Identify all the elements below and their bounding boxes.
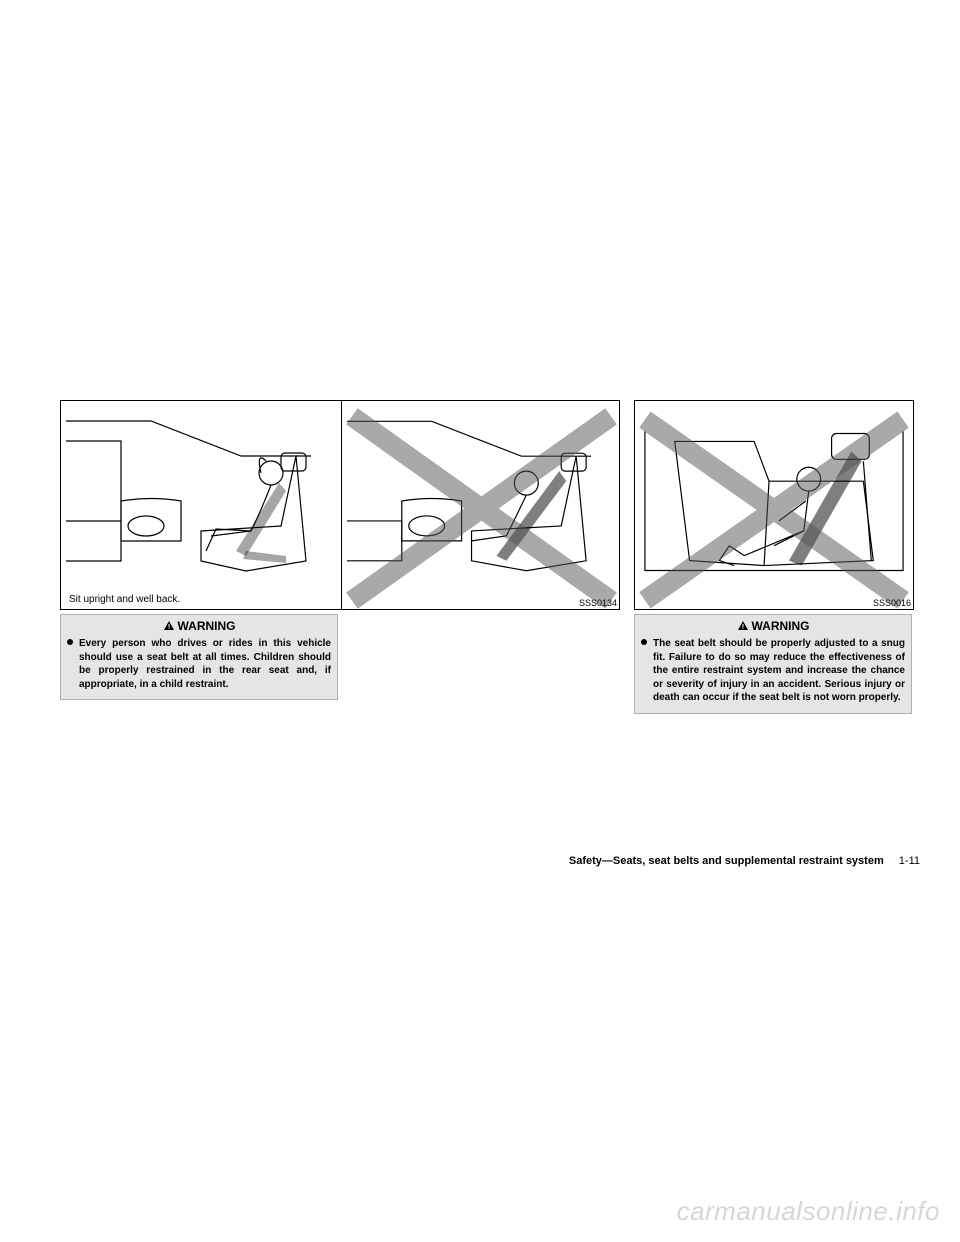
watermark-text: carmanualsonline.info [677, 1196, 940, 1227]
figure-incorrect-posture [341, 401, 620, 609]
figure-id: SSS0134 [579, 598, 617, 608]
left-column: Sit upright and well back. [60, 400, 620, 714]
warning-body: Every person who drives or rides in this… [79, 638, 331, 690]
warning-text: The seat belt should be properly adjuste… [641, 637, 905, 705]
page-content: Sit upright and well back. [60, 400, 900, 714]
page-footer: Safety—Seats, seat belts and supplementa… [569, 855, 920, 867]
warning-text: Every person who drives or rides in this… [67, 637, 331, 691]
figure-child-no-restraint: SSS0016 [634, 400, 914, 610]
warning-box-2: WARNING The seat belt should be properly… [634, 614, 912, 714]
warning-heading: WARNING [641, 619, 905, 633]
figure-id: SSS0016 [873, 598, 911, 608]
warning-heading: WARNING [67, 619, 331, 633]
figure-seatbelt-correct-incorrect: Sit upright and well back. [60, 400, 620, 610]
bullet-icon [641, 639, 647, 645]
footer-section-title: Safety—Seats, seat belts and supplementa… [569, 855, 884, 867]
figure-correct-posture: Sit upright and well back. [61, 401, 341, 609]
warning-body: The seat belt should be properly adjuste… [653, 638, 905, 703]
warning-label: WARNING [178, 619, 236, 633]
bullet-icon [67, 639, 73, 645]
warning-box-1: WARNING Every person who drives or rides… [60, 614, 338, 700]
right-column: SSS0016 WARNING The seat belt should be … [634, 400, 914, 714]
columns-layout: Sit upright and well back. [60, 400, 900, 714]
figure-caption: Sit upright and well back. [69, 594, 180, 605]
warning-label: WARNING [752, 619, 810, 633]
warning-triangle-icon [163, 620, 175, 632]
footer-page-number: 1-11 [899, 855, 920, 867]
warning-triangle-icon [737, 620, 749, 632]
